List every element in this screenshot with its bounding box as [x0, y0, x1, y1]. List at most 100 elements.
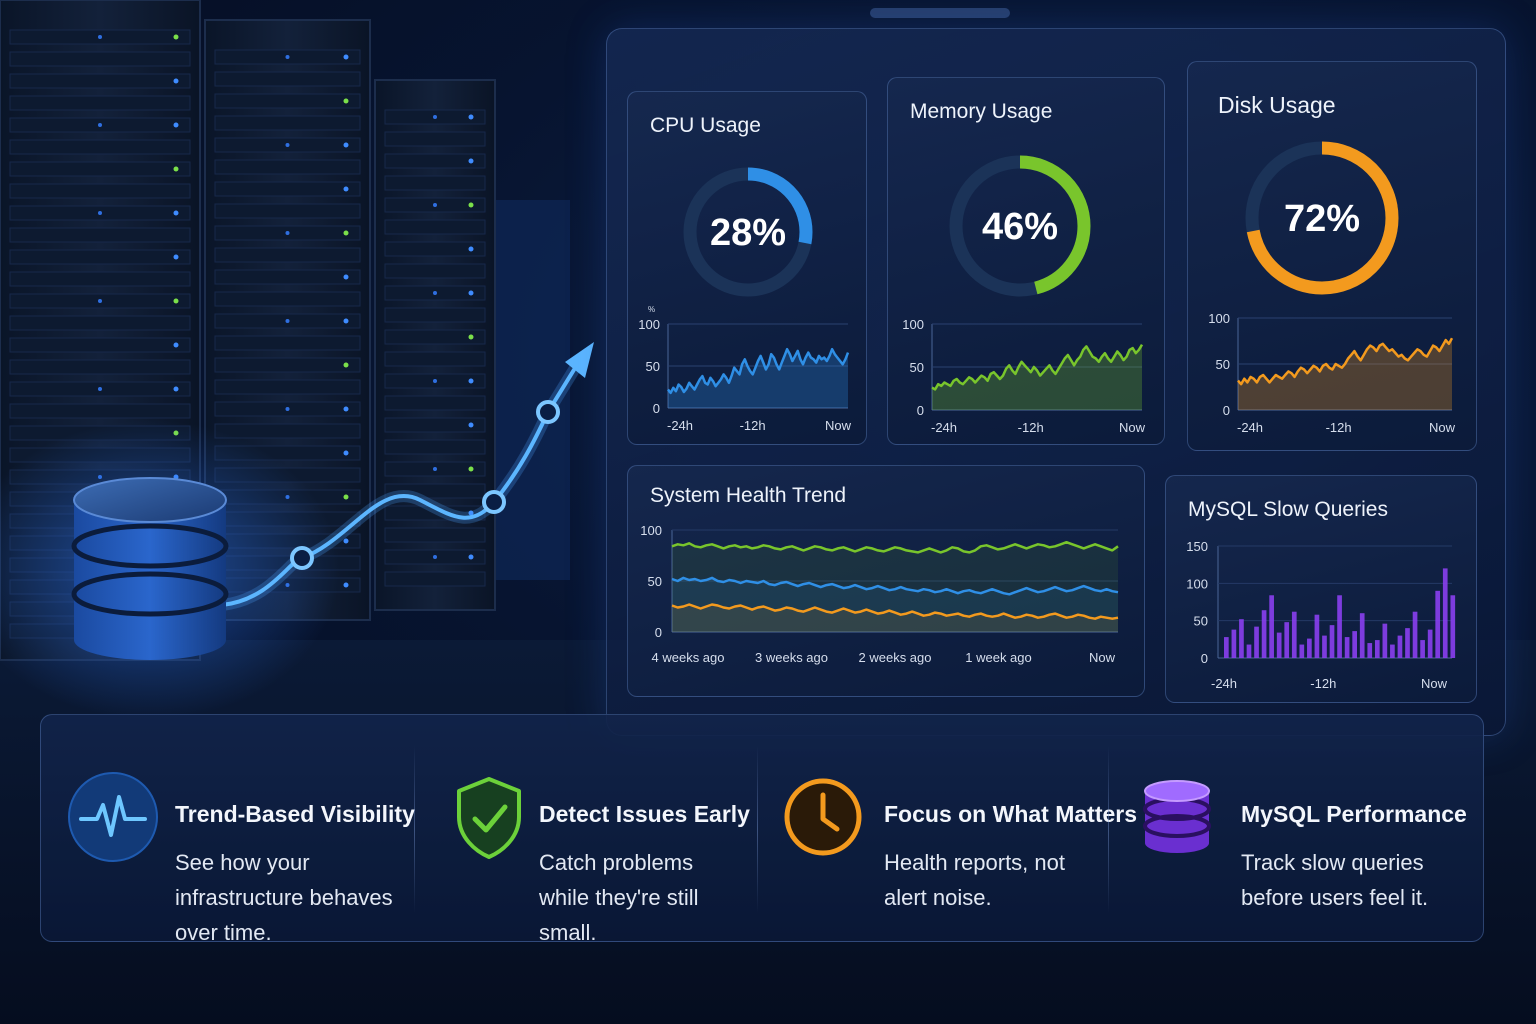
divider — [414, 745, 415, 913]
gauge-arc — [683, 167, 813, 297]
bar — [1246, 644, 1252, 658]
x-tick-label: Now — [1429, 420, 1456, 435]
memory-usage-title: Memory Usage — [910, 100, 1053, 123]
area-fill — [1238, 338, 1452, 410]
gauge-value: 72% — [1284, 198, 1360, 240]
x-tick-label: -12h — [740, 418, 766, 433]
bar — [1224, 637, 1229, 658]
unit-tick-label: % — [648, 305, 655, 314]
feature-description: Track slow queries before users feel it. — [1241, 850, 1429, 910]
bar — [1359, 613, 1365, 658]
x-tick-label: -12h — [1018, 420, 1044, 435]
series-line — [931, 343, 1144, 391]
series-line — [671, 576, 1119, 596]
bar — [1291, 611, 1297, 658]
bar — [1367, 643, 1373, 658]
gauge-arc — [1245, 141, 1399, 295]
x-tick-label: 1 week ago — [965, 650, 1032, 665]
bar — [1344, 637, 1350, 658]
cpu-usage-chart: 28% 100 50 0% -24h -12h Now — [638, 167, 852, 433]
bar — [1435, 590, 1441, 658]
series-line — [671, 540, 1119, 554]
y-tick-label: 100 — [1208, 311, 1230, 326]
bar — [1420, 640, 1425, 658]
database-icon — [1143, 780, 1211, 853]
bar — [1299, 644, 1305, 658]
features-bar: Trend-Based Visibility See how your infr… — [40, 714, 1484, 945]
bar — [1329, 625, 1335, 658]
bar — [1239, 619, 1244, 658]
bar — [1261, 610, 1267, 658]
x-tick-label: -24h — [1237, 420, 1263, 435]
x-tick-label: -24h — [1211, 676, 1237, 691]
series-line — [671, 603, 1119, 620]
bar — [1322, 635, 1327, 658]
bar — [1352, 631, 1358, 658]
y-tick-label: 50 — [910, 360, 924, 375]
y-tick-label: 0 — [1201, 651, 1208, 666]
disk-usage-card[interactable]: Disk Usage 72% 100 50 0 -24h -12h Now — [1187, 61, 1477, 451]
y-tick-label: 50 — [648, 574, 662, 589]
database-stack-icon — [71, 477, 229, 660]
disk-usage-chart: 72% 100 50 0 -24h -12h Now — [1208, 141, 1456, 435]
bar — [1276, 632, 1282, 658]
feature-description: See how your infrastructure behaves over… — [175, 850, 393, 945]
bar — [1427, 629, 1433, 658]
bar — [1450, 595, 1456, 658]
area-fill — [672, 604, 1118, 632]
monitoring-dashboard: CPU Usage 28% 100 50 0% -24h -12h Now Memory … — [606, 28, 1506, 736]
area-fill — [932, 344, 1142, 410]
x-tick-label: 4 weeks ago — [652, 650, 725, 665]
feature-title: Trend-Based Visibility — [175, 801, 415, 827]
bar — [1269, 595, 1274, 658]
area-fill — [668, 349, 848, 408]
y-tick-label: 0 — [653, 401, 660, 416]
y-tick-label: 0 — [655, 625, 662, 640]
bar — [1382, 623, 1388, 658]
y-tick-label: 50 — [1194, 614, 1208, 629]
feature-title: Focus on What Matters — [884, 801, 1138, 827]
x-tick-label: Now — [1421, 676, 1448, 691]
area-fill — [672, 577, 1118, 632]
cpu-usage-card[interactable]: CPU Usage 28% 100 50 0% -24h -12h Now — [627, 91, 867, 445]
x-tick-label: -24h — [667, 418, 693, 433]
mysql-slow-queries-card[interactable]: MySQL Slow Queries 150 100 50 0 -24h -12h Now — [1165, 475, 1477, 703]
bar — [1405, 628, 1410, 658]
bar — [1337, 595, 1342, 658]
cpu-usage-title: CPU Usage — [650, 114, 761, 137]
x-tick-label: Now — [825, 418, 852, 433]
pulse-icon — [68, 772, 158, 862]
memory-usage-chart: 46% 100 50 0 -24h -12h Now — [902, 155, 1146, 435]
divider — [757, 745, 758, 913]
bar — [1231, 629, 1237, 658]
feature-title: MySQL Performance — [1241, 801, 1467, 827]
series-line — [1237, 337, 1454, 386]
bar — [1374, 640, 1380, 658]
system-health-chart: 100 50 0 4 weeks ago 3 weeks ago 2 weeks ago 1… — [640, 523, 1119, 665]
gauge-arc — [949, 155, 1091, 297]
feature-title: Detect Issues Early — [539, 801, 750, 827]
x-tick-label: Now — [1089, 650, 1116, 665]
x-tick-label: -12h — [1326, 420, 1352, 435]
bar — [1314, 614, 1320, 658]
disk-usage-title: Disk Usage — [1218, 92, 1336, 118]
mysql-slow-queries-title: MySQL Slow Queries — [1188, 498, 1388, 521]
x-tick-label: 2 weeks ago — [859, 650, 932, 665]
y-tick-label: 150 — [1186, 539, 1208, 554]
clock-icon — [784, 778, 862, 856]
y-tick-label: 50 — [1216, 357, 1230, 372]
memory-usage-card[interactable]: Memory Usage 46% 100 50 0 -24h -12h Now — [887, 77, 1165, 445]
gauge-value: 28% — [710, 212, 786, 254]
feature-detect-issues: Detect Issues Early Catch problems while… — [441, 745, 771, 945]
bar — [1412, 611, 1418, 658]
bar — [1397, 635, 1403, 658]
feature-focus: Focus on What Matters Health reports, no… — [781, 745, 1137, 915]
y-tick-label: 100 — [638, 317, 660, 332]
series-line — [667, 347, 850, 395]
divider — [1108, 745, 1109, 913]
bar — [1307, 638, 1312, 658]
system-health-card[interactable]: System Health Trend 100 50 0 4 weeks ago 3 w… — [627, 465, 1145, 697]
bar — [1284, 622, 1290, 658]
y-tick-label: 100 — [1186, 576, 1208, 591]
bar — [1390, 644, 1395, 658]
